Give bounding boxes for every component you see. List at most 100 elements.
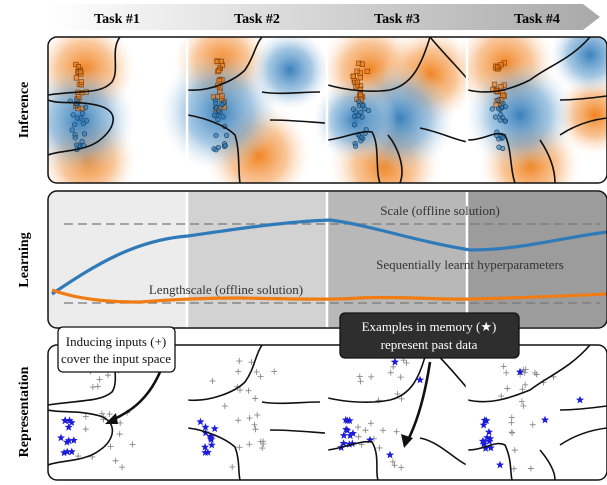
- blue-data-point: [489, 106, 495, 112]
- orange-data-point: [217, 88, 223, 94]
- blue-data-point: [502, 118, 508, 124]
- orange-data-point: [219, 93, 225, 99]
- inducing-input-marker: [271, 368, 278, 375]
- inducing-input-marker: [112, 457, 119, 464]
- blue-data-point: [78, 115, 84, 121]
- blue-data-point: [72, 121, 78, 128]
- blue-data-point: [495, 97, 501, 103]
- blue-data-point: [213, 132, 219, 139]
- row-label-learning: Learning: [17, 232, 32, 287]
- memory-examples-callout: Examples in memory (★) represent past da…: [339, 312, 520, 448]
- blue-data-point: [359, 103, 366, 109]
- memory-example-star: [61, 416, 70, 424]
- blue-data-point: [496, 144, 502, 150]
- blue-data-point: [351, 122, 358, 128]
- memory-example-star: [391, 357, 399, 366]
- inducing-input-marker: [259, 445, 266, 452]
- blue-data-point: [215, 144, 221, 151]
- inducing-input-marker: [391, 462, 398, 469]
- inducing-input-marker: [235, 417, 242, 424]
- blue-data-point: [222, 143, 228, 149]
- inducing-input-marker: [529, 421, 536, 428]
- inducing-input-marker: [527, 465, 534, 472]
- inference-task-4: [455, 37, 607, 183]
- inducing-input-marker: [510, 465, 517, 472]
- memory-example-star: [63, 438, 71, 446]
- inducing-input-marker: [237, 387, 244, 394]
- inducing-input-marker: [387, 369, 394, 376]
- orange-data-point: [354, 68, 360, 74]
- inducing-input-marker: [75, 453, 82, 460]
- inducing-input-marker: [235, 368, 242, 375]
- orange-data-point: [498, 62, 504, 68]
- memory-example-star: [485, 427, 493, 436]
- blue-data-point: [495, 106, 502, 112]
- lengthscale-curve: [51, 288, 607, 304]
- inducing-input-marker: [520, 402, 527, 409]
- memory-example-star: [201, 442, 209, 451]
- blue-data-point: [498, 112, 504, 118]
- inducing-input-marker: [355, 433, 362, 440]
- memory-example-star: [345, 416, 354, 425]
- memory-example-star: [65, 416, 74, 424]
- memory-example-star: [57, 433, 65, 442]
- orange-data-point: [500, 92, 506, 98]
- inducing-input-marker: [116, 431, 123, 438]
- orange-data-point: [357, 75, 363, 81]
- inducing-input-marker: [398, 464, 405, 471]
- blue-data-point: [355, 113, 361, 119]
- memory-example-star: [496, 460, 504, 469]
- memory-example-star: [346, 431, 355, 440]
- inducing-input-marker: [251, 421, 258, 428]
- scale-curve: [51, 218, 607, 296]
- memory-example-star: [541, 415, 549, 424]
- representation-decision-boundaries: [48, 345, 607, 480]
- orange-data-point: [78, 79, 84, 85]
- blue-data-point: [83, 104, 89, 110]
- inducing-input-marker: [518, 398, 525, 405]
- inducing-input-marker: [106, 411, 113, 418]
- memory-example-star: [339, 439, 348, 447]
- memory-example-star: [60, 448, 69, 457]
- inducing-input-marker: [498, 393, 505, 400]
- inducing-input-marker: [209, 377, 216, 384]
- inducing-input-marker: [355, 424, 362, 431]
- orange-data-point: [498, 83, 504, 90]
- blue-data-point: [224, 132, 230, 138]
- inducing-input-marker: [394, 390, 401, 397]
- inducing-input-marker: [368, 373, 375, 380]
- inducing-callout-line-1: Inducing inputs (+): [66, 334, 166, 349]
- inducing-input-marker: [89, 384, 96, 391]
- memory-example-star: [516, 367, 524, 376]
- inducing-input-marker: [511, 447, 518, 454]
- inducing-input-marker: [98, 410, 105, 417]
- timeline-arrow: [48, 4, 600, 30]
- memory-example-star: [201, 423, 210, 431]
- blue-data-point: [358, 134, 364, 141]
- blue-data-point: [72, 135, 78, 141]
- memory-example-star: [210, 424, 219, 433]
- inducing-input-marker: [362, 427, 369, 434]
- memory-example-star: [206, 433, 215, 442]
- blue-data-point: [497, 117, 503, 123]
- orange-data-point: [357, 86, 363, 93]
- blue-data-point: [502, 104, 509, 110]
- inducing-input-marker: [509, 429, 516, 436]
- representation-panel: [47, 344, 607, 481]
- blue-data-point: [355, 98, 362, 104]
- orange-data-point: [493, 102, 499, 108]
- memory-example-star: [64, 436, 73, 445]
- inducing-input-marker: [119, 464, 126, 471]
- inducing-input-marker: [389, 458, 396, 465]
- inducing-input-marker: [519, 386, 526, 393]
- orange-data-point: [218, 58, 224, 65]
- row-label-inference: Inference: [17, 82, 32, 139]
- blue-data-point: [216, 108, 222, 114]
- inducing-input-marker: [357, 378, 364, 385]
- inducing-input-marker: [252, 426, 259, 433]
- memory-example-star: [479, 420, 488, 429]
- memory-example-star: [481, 444, 490, 452]
- blue-data-point: [496, 136, 502, 142]
- memory-example-star: [479, 440, 488, 448]
- blue-data-point: [79, 138, 85, 145]
